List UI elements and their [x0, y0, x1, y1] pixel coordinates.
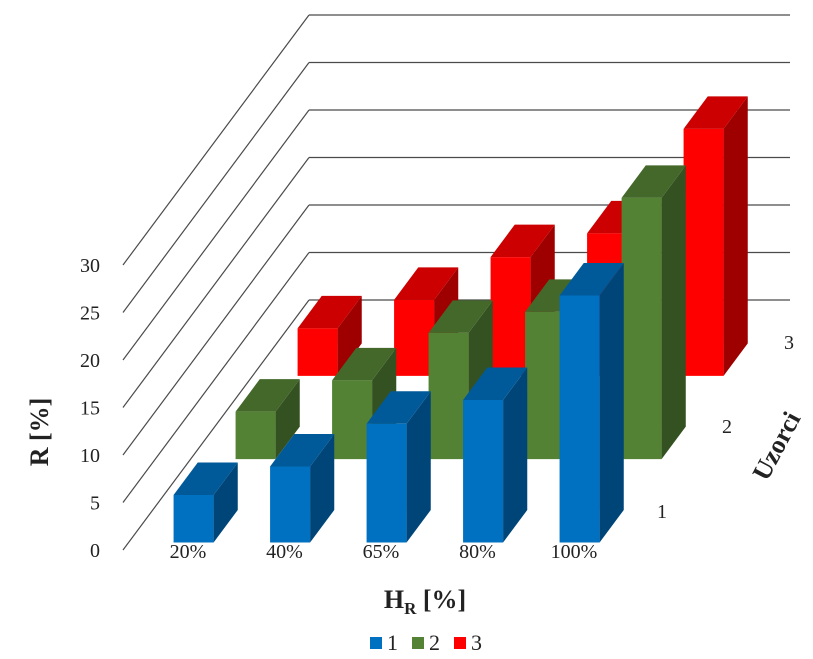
bar-top	[235, 379, 300, 412]
bar-side	[599, 263, 624, 543]
depth-axis-ticks: 1 2 3	[657, 332, 794, 523]
bar-top	[621, 165, 686, 198]
bar-top	[297, 295, 362, 329]
bar-front	[366, 423, 407, 543]
bar-top	[463, 367, 528, 400]
depth-tick-label: 2	[722, 416, 732, 438]
gridlines	[122, 14, 790, 551]
bar-front	[297, 328, 338, 376]
depth-tick-label: 3	[784, 332, 794, 354]
y-tick-label: 0	[90, 540, 100, 562]
bar-front	[173, 495, 214, 543]
legend-swatch	[412, 637, 424, 649]
side-gridline	[122, 14, 310, 266]
bars	[173, 96, 748, 543]
bar-front	[525, 311, 566, 460]
bar-side	[213, 462, 238, 543]
bar-series-1-100%	[559, 263, 624, 543]
y-tick-label: 20	[80, 350, 100, 372]
depth-axis-title: Uzorci	[747, 407, 807, 485]
bar-series-3-20%	[297, 295, 362, 376]
y-tick-label: 30	[80, 255, 100, 277]
depth-tick-label: 1	[657, 501, 667, 523]
bar-series-2-20%	[235, 379, 300, 460]
bar-front	[235, 411, 276, 460]
bar-series-1-20%	[173, 462, 238, 543]
legend-swatch	[370, 637, 382, 649]
x-axis-title-unit: [%]	[416, 585, 466, 614]
bar-top	[173, 462, 238, 495]
y-tick-label: 25	[80, 303, 100, 325]
bar-front	[428, 332, 469, 460]
legend-label: 3	[471, 630, 482, 655]
side-gridline	[122, 62, 310, 313]
bar-side	[310, 434, 335, 543]
legend: 1 2 3	[370, 630, 482, 655]
x-axis-title-main: H	[384, 585, 404, 614]
x-axis-title-subscript: R	[404, 599, 417, 618]
bar-top	[683, 96, 748, 129]
x-axis-ticks: 20% 40% 65% 80% 100%	[170, 541, 598, 563]
bar-series-1-40%	[270, 434, 335, 543]
bar-side	[275, 379, 300, 460]
x-tick-label: 20%	[170, 541, 207, 563]
bar-front	[490, 257, 531, 376]
bar-side	[503, 367, 528, 543]
bar-top	[270, 434, 335, 467]
bar-top	[490, 224, 555, 258]
y-tick-label: 10	[80, 445, 100, 467]
legend-label: 2	[429, 630, 440, 655]
bar-front	[621, 197, 662, 460]
bar-front	[683, 128, 724, 376]
y-axis-ticks: 0 5 10 15 20 25 30	[80, 255, 100, 562]
bar-side	[723, 96, 748, 376]
x-tick-label: 80%	[459, 541, 496, 563]
side-gridline	[122, 252, 310, 503]
bar-front	[270, 466, 311, 543]
y-tick-label: 5	[90, 493, 100, 515]
bar-series-2-100%	[621, 165, 686, 460]
bar-front	[559, 295, 600, 543]
bar-top	[394, 267, 459, 300]
x-tick-label: 65%	[363, 541, 400, 563]
bar-top	[366, 391, 431, 424]
bar-front	[463, 400, 504, 543]
side-gridline	[122, 204, 310, 456]
side-gridline	[122, 299, 310, 551]
legend-label: 1	[387, 630, 398, 655]
bar-series-1-80%	[463, 367, 528, 543]
x-tick-label: 40%	[266, 541, 303, 563]
bar-side	[337, 295, 362, 376]
side-gridline	[122, 157, 310, 408]
side-gridline	[122, 109, 310, 361]
bar-front	[332, 380, 373, 460]
bar-side	[406, 391, 431, 543]
bar-side	[661, 165, 686, 460]
y-axis-title: R [%]	[25, 398, 54, 467]
bar-series-3-100%	[683, 96, 748, 376]
legend-swatch	[454, 637, 466, 649]
bar-front	[394, 299, 435, 376]
x-axis-title: HR [%]	[384, 585, 466, 618]
y-tick-label: 15	[80, 398, 100, 420]
bar-top	[559, 263, 624, 296]
bar-top	[428, 300, 493, 333]
x-tick-label: 100%	[551, 541, 598, 563]
bar-top	[332, 347, 397, 381]
bar-series-1-65%	[366, 391, 431, 543]
